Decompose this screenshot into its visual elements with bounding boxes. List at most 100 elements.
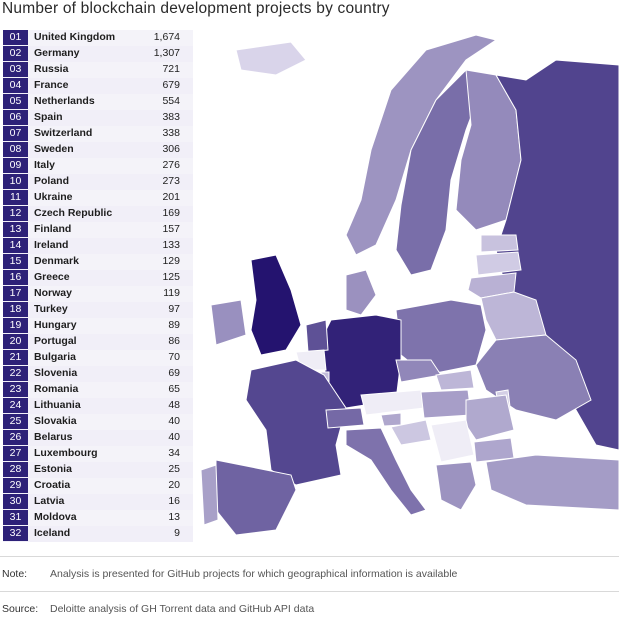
table-row: 14 Ireland 133 (3, 238, 193, 254)
rank-number: 03 (3, 62, 28, 77)
map-region-estonia (480, 234, 519, 253)
rank-number: 18 (3, 302, 28, 317)
country-name: Latvia (34, 495, 65, 507)
project-count: 40 (168, 415, 180, 427)
project-count: 25 (168, 463, 180, 475)
country-name: Portugal (34, 335, 77, 347)
rank-number: 13 (3, 222, 28, 237)
ranking-table: 01 United Kingdom 1,674 02 Germany 1,307 03 Rus… (3, 30, 193, 542)
table-row: 04 France 679 (3, 78, 193, 94)
project-count: 13 (168, 511, 180, 523)
country-name: Germany (34, 47, 80, 59)
country-name: Denmark (34, 255, 79, 267)
rank-number: 14 (3, 238, 28, 253)
country-name: Ireland (34, 239, 69, 251)
country-name: Hungary (34, 319, 77, 331)
table-row: 31 Moldova 13 (3, 510, 193, 526)
country-name: Italy (34, 159, 56, 171)
table-row: 29 Croatia 20 (3, 478, 193, 494)
map-region-netherlands (305, 319, 329, 353)
project-count: 69 (168, 367, 180, 379)
project-count: 125 (162, 271, 180, 283)
map-region-denmark (345, 269, 377, 316)
map-region-austria (360, 389, 425, 416)
project-count: 86 (168, 335, 180, 347)
project-count: 169 (162, 207, 180, 219)
rank-number: 09 (3, 158, 28, 173)
note-text: Analysis is presented for GitHub project… (50, 568, 458, 580)
country-name: Spain (34, 111, 63, 123)
table-row: 21 Bulgaria 70 (3, 350, 193, 366)
project-count: 133 (162, 239, 180, 251)
rank-number: 31 (3, 510, 28, 525)
rank-number: 21 (3, 350, 28, 365)
table-row: 08 Sweden 306 (3, 142, 193, 158)
map-region-latvia (475, 251, 522, 276)
rank-number: 24 (3, 398, 28, 413)
table-row: 22 Slovenia 69 (3, 366, 193, 382)
table-row: 18 Turkey 97 (3, 302, 193, 318)
map-region-hungary (420, 389, 472, 419)
project-count: 1,674 (153, 31, 180, 43)
chart-title: Number of blockchain development project… (2, 0, 390, 17)
project-count: 16 (168, 495, 180, 507)
map-region-france (245, 359, 347, 486)
source-label: Source: (2, 603, 39, 615)
project-count: 201 (162, 191, 180, 203)
table-row: 23 Romania 65 (3, 382, 193, 398)
project-count: 9 (174, 527, 180, 539)
table-row: 13 Finland 157 (3, 222, 193, 238)
project-count: 70 (168, 351, 180, 363)
map-region-greece (435, 461, 477, 511)
table-row: 03 Russia 721 (3, 62, 193, 78)
country-name: Estonia (34, 463, 72, 475)
rank-number: 19 (3, 318, 28, 333)
table-row: 17 Norway 119 (3, 286, 193, 302)
project-count: 40 (168, 431, 180, 443)
country-name: Croatia (34, 479, 71, 491)
project-count: 721 (162, 63, 180, 75)
country-name: Finland (34, 223, 72, 235)
country-name: Russia (34, 63, 69, 75)
country-name: Greece (34, 271, 70, 283)
country-name: Czech Republic (34, 207, 113, 219)
project-count: 89 (168, 319, 180, 331)
map-region-slovakia (435, 369, 475, 391)
table-row: 28 Estonia 25 (3, 462, 193, 478)
project-count: 129 (162, 255, 180, 267)
country-name: Netherlands (34, 95, 95, 107)
map-region-poland (395, 299, 487, 376)
country-name: Iceland (34, 527, 71, 539)
project-count: 1,307 (153, 47, 180, 59)
project-count: 20 (168, 479, 180, 491)
rank-number: 16 (3, 270, 28, 285)
rank-number: 12 (3, 206, 28, 221)
country-name: Slovakia (34, 415, 77, 427)
rank-number: 08 (3, 142, 28, 157)
footer-divider-bottom (0, 591, 619, 592)
table-row: 19 Hungary 89 (3, 318, 193, 334)
project-count: 338 (162, 127, 180, 139)
map-region-romania (465, 394, 515, 441)
map-region-ireland (210, 299, 247, 346)
map-region-portugal (200, 464, 219, 526)
rank-number: 17 (3, 286, 28, 301)
map-region-switzerland (325, 407, 365, 429)
project-count: 306 (162, 143, 180, 155)
country-name: Bulgaria (34, 351, 77, 363)
rank-number: 23 (3, 382, 28, 397)
rank-number: 02 (3, 46, 28, 61)
country-name: Luxembourg (34, 447, 98, 459)
footer-divider-top (0, 556, 619, 557)
table-row: 12 Czech Republic 169 (3, 206, 193, 222)
project-count: 679 (162, 79, 180, 91)
country-name: Lithuania (34, 399, 81, 411)
project-count: 34 (168, 447, 180, 459)
table-row: 15 Denmark 129 (3, 254, 193, 270)
country-name: Norway (34, 287, 72, 299)
rank-number: 01 (3, 30, 28, 45)
table-row: 06 Spain 383 (3, 110, 193, 126)
table-row: 32 Iceland 9 (3, 526, 193, 542)
table-row: 05 Netherlands 554 (3, 94, 193, 110)
country-name: Slovenia (34, 367, 78, 379)
